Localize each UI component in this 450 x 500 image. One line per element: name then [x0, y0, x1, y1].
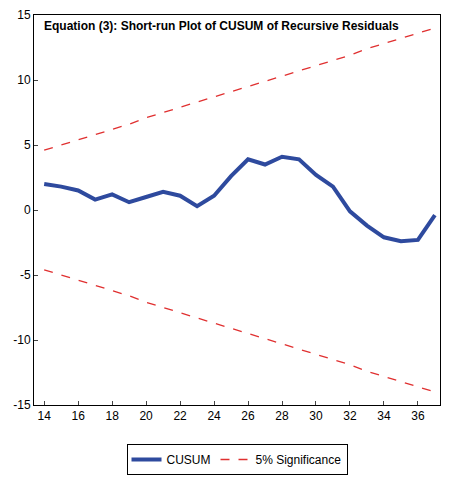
svg-text:34: 34 — [377, 409, 391, 423]
svg-text:5: 5 — [24, 138, 31, 152]
svg-text:18: 18 — [105, 409, 119, 423]
svg-text:-15: -15 — [13, 398, 31, 412]
svg-text:26: 26 — [241, 409, 255, 423]
svg-text:-10: -10 — [13, 333, 31, 347]
svg-text:20: 20 — [139, 409, 153, 423]
svg-text:24: 24 — [207, 409, 221, 423]
svg-text:10: 10 — [17, 73, 31, 87]
svg-text:CUSUM: CUSUM — [167, 453, 211, 467]
svg-text:Equation (3): Short-run Plot o: Equation (3): Short-run Plot of CUSUM of… — [44, 19, 399, 33]
svg-text:14: 14 — [38, 409, 52, 423]
svg-text:30: 30 — [309, 409, 323, 423]
svg-text:28: 28 — [275, 409, 289, 423]
svg-text:36: 36 — [411, 409, 425, 423]
svg-text:-5: -5 — [20, 268, 31, 282]
svg-text:15: 15 — [17, 8, 31, 22]
svg-text:0: 0 — [24, 203, 31, 217]
svg-text:22: 22 — [173, 409, 187, 423]
svg-text:5% Significance: 5% Significance — [256, 453, 342, 467]
svg-text:16: 16 — [71, 409, 85, 423]
svg-text:32: 32 — [343, 409, 357, 423]
